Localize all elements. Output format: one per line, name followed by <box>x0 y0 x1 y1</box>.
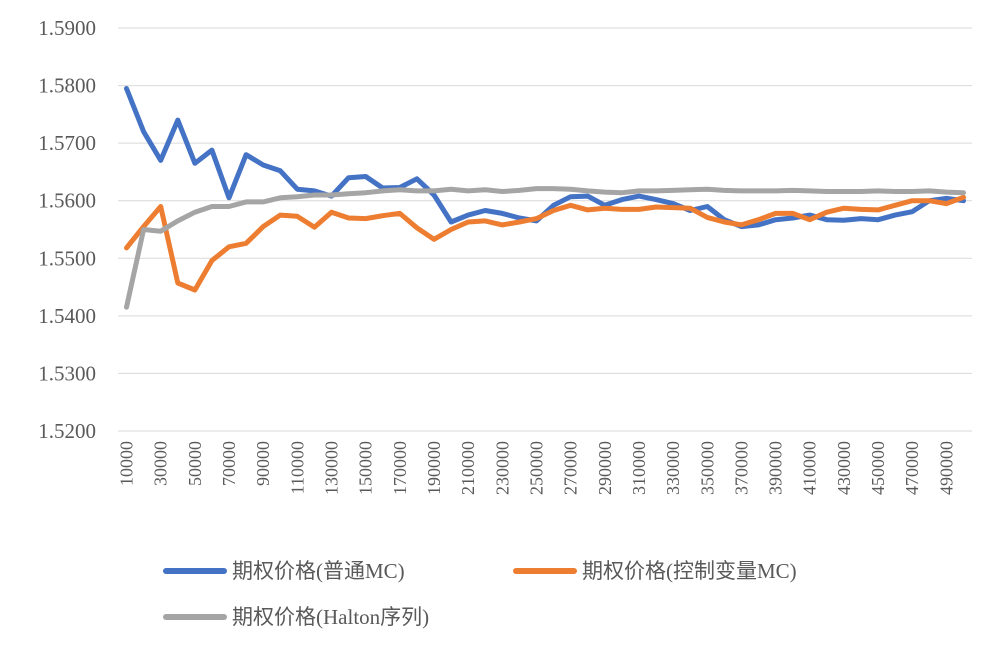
x-tick-label: 190000 <box>424 441 444 495</box>
y-tick-label: 1.5200 <box>38 419 96 443</box>
x-tick-label: 450000 <box>868 441 888 495</box>
x-tick-label: 470000 <box>902 441 922 495</box>
x-tick-label: 170000 <box>390 441 410 495</box>
legend-label-1: 期权价格(普通MC) <box>232 559 405 583</box>
legend-label-2: 期权价格(控制变量MC) <box>582 559 797 583</box>
x-tick-label: 390000 <box>766 441 786 495</box>
series-line-3 <box>124 186 966 310</box>
gridlines <box>118 27 972 432</box>
series-line-1 <box>124 86 966 230</box>
x-tick-label: 310000 <box>629 441 649 495</box>
y-tick-label: 1.5600 <box>38 189 96 213</box>
y-tick-label: 1.5500 <box>38 246 96 270</box>
x-tick-label: 270000 <box>561 441 581 495</box>
x-tick-label: 110000 <box>287 441 307 494</box>
series-lines <box>124 86 966 310</box>
x-tick-label: 50000 <box>185 441 205 486</box>
x-tick-label: 330000 <box>663 441 683 495</box>
x-tick-label: 350000 <box>697 441 717 495</box>
y-tick-label: 1.5700 <box>38 131 96 155</box>
x-tick-label: 210000 <box>458 441 478 495</box>
x-tick-label: 30000 <box>151 441 171 486</box>
x-tick-label: 230000 <box>492 441 512 495</box>
y-tick-label: 1.5800 <box>38 74 96 98</box>
x-tick-label: 490000 <box>936 441 956 495</box>
x-tick-label: 150000 <box>356 441 376 495</box>
x-tick-label: 250000 <box>526 441 546 495</box>
legend-label-3: 期权价格(Halton序列) <box>232 605 429 629</box>
x-tick-label: 70000 <box>219 441 239 486</box>
y-tick-label: 1.5900 <box>38 16 96 40</box>
x-tick-label: 90000 <box>253 441 273 486</box>
series-line-2 <box>124 194 966 293</box>
x-tick-label: 10000 <box>117 441 137 486</box>
x-tick-label: 430000 <box>834 441 854 495</box>
x-tick-label: 410000 <box>800 441 820 495</box>
y-tick-label: 1.5400 <box>38 304 96 328</box>
x-tick-label: 370000 <box>731 441 751 495</box>
y-tick-label: 1.5300 <box>38 361 96 385</box>
x-axis-tick-labels: 10000 30000 50000 70000 90000 110000 130000 150… <box>117 441 957 495</box>
legend: 期权价格(普通MC) 期权价格(控制变量MC) 期权价格(Halton序列) <box>163 559 797 629</box>
x-tick-label: 130000 <box>322 441 342 495</box>
y-axis-tick-labels: 1.5200 1.5300 1.5400 1.5500 1.5600 1.5700 1.58… <box>38 16 96 443</box>
x-tick-label: 290000 <box>595 441 615 495</box>
